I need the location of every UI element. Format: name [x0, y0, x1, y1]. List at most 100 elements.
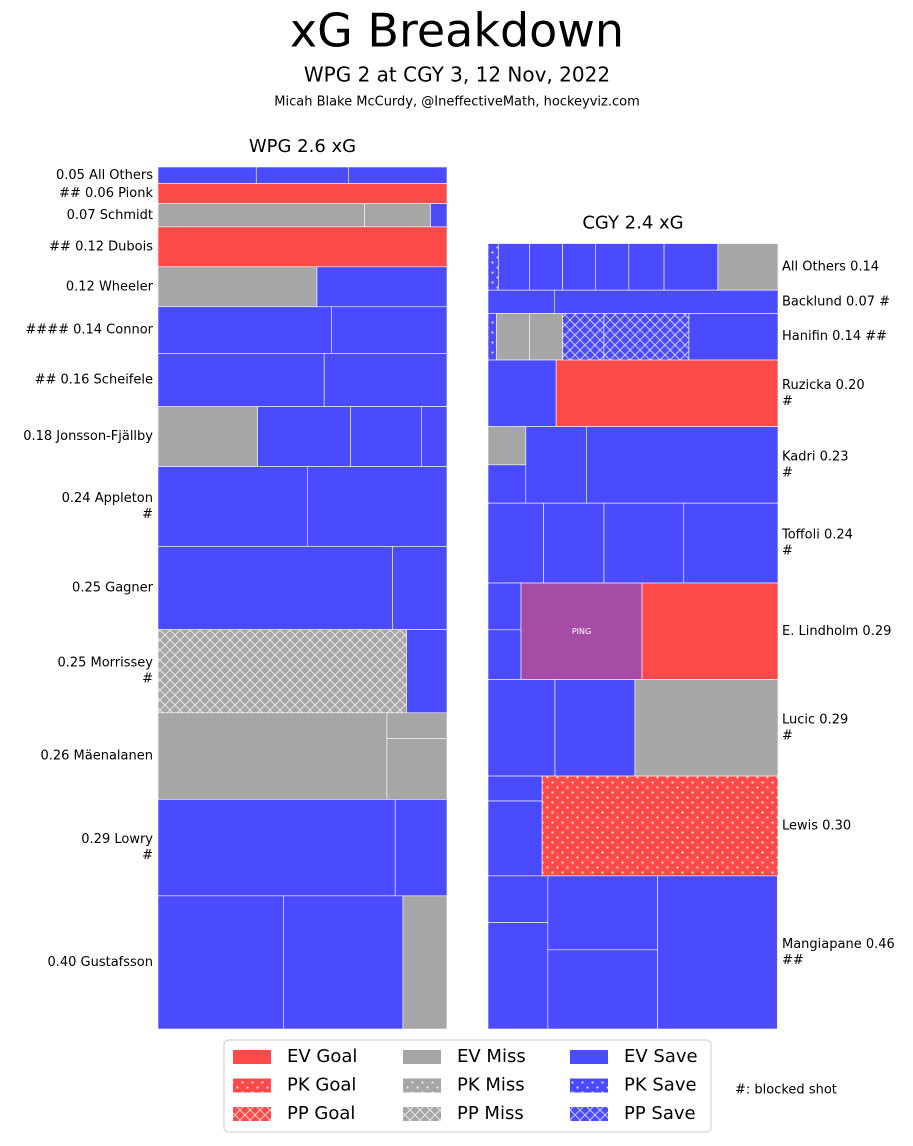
byline: Micah Blake McCurdy, @IneffectiveMath, h…	[274, 95, 640, 110]
shot	[688, 313, 779, 361]
legend-label: EV Save	[624, 1046, 698, 1067]
shot	[348, 166, 448, 184]
shot	[487, 426, 527, 466]
player-label: #	[782, 544, 793, 559]
shot	[157, 546, 393, 630]
legend-swatch	[233, 1107, 271, 1121]
shot	[547, 875, 658, 951]
shot	[487, 313, 497, 361]
player-label: 0.29 Lowry	[81, 832, 153, 847]
shot	[628, 243, 665, 291]
shot	[541, 775, 779, 877]
legend-label: PP Miss	[457, 1103, 524, 1124]
shot	[331, 306, 448, 354]
shot	[562, 313, 605, 361]
player-label: 0.24 Appleton	[62, 491, 153, 506]
shot	[487, 679, 556, 777]
shot	[487, 629, 522, 680]
shot	[364, 203, 431, 228]
player-label: Kadri 0.23	[782, 449, 849, 464]
shot	[430, 203, 448, 228]
shot	[487, 359, 557, 427]
player-label: #	[782, 465, 793, 480]
player-label: #	[142, 672, 153, 687]
player-label: 0.25 Gagner	[72, 581, 154, 596]
shot	[157, 799, 396, 897]
shot	[663, 243, 719, 291]
player-label: 0.05 All Others	[56, 168, 153, 183]
legend-swatch	[570, 1078, 608, 1093]
shot	[157, 712, 388, 800]
player-label: ##	[782, 953, 804, 968]
shot	[487, 243, 499, 291]
legend-label: PP Goal	[287, 1103, 355, 1124]
shot	[157, 629, 407, 714]
player-label: #	[782, 394, 793, 409]
legend-swatch	[570, 1107, 608, 1121]
player-label: Lewis 0.30	[782, 818, 851, 833]
note: #: blocked shot	[735, 1083, 837, 1098]
shot	[394, 799, 448, 897]
player-label: E. Lindholm 0.29	[782, 624, 891, 639]
player-label: 0.18 Jonsson-Fjällby	[23, 429, 153, 444]
legend-label: PP Save	[624, 1103, 696, 1124]
shot	[683, 502, 779, 584]
shot	[323, 353, 448, 407]
shot	[157, 226, 448, 268]
legend-label: EV Miss	[457, 1046, 526, 1067]
chart-subtitle: WPG 2 at CGY 3, 12 Nov, 2022	[304, 63, 610, 87]
shot	[257, 406, 351, 467]
shot	[316, 266, 448, 308]
player-label: 0.07 Schmidt	[67, 208, 153, 223]
player-label: Backlund 0.07 #	[782, 294, 890, 309]
player-label: 0.25 Morrissey	[57, 656, 153, 671]
shot	[553, 289, 779, 314]
shot	[402, 895, 448, 1030]
shot	[555, 359, 779, 427]
shot	[157, 406, 258, 467]
chart-title: xG Breakdown	[290, 4, 624, 58]
shot	[498, 243, 530, 291]
legend-swatch	[403, 1107, 441, 1121]
shot	[487, 582, 522, 631]
shot	[307, 466, 448, 547]
player-label: Hanifin 0.14 ##	[782, 329, 887, 344]
shot	[255, 166, 350, 184]
shot	[487, 502, 544, 584]
shot	[350, 406, 422, 467]
shot	[406, 629, 448, 714]
player-label: ## 0.06 Pionk	[59, 186, 153, 201]
shot	[487, 464, 527, 504]
shot	[717, 243, 779, 291]
shot	[595, 243, 630, 291]
player-label: All Others 0.14	[782, 259, 879, 274]
shot	[487, 800, 543, 877]
shot	[634, 679, 779, 777]
legend-swatch	[403, 1050, 441, 1064]
legend-swatch	[233, 1050, 271, 1064]
shot	[586, 426, 779, 504]
legend-swatch	[570, 1050, 608, 1064]
shot	[520, 582, 643, 680]
player-label: Ruzicka 0.20	[782, 378, 865, 393]
legend-swatch	[233, 1078, 271, 1093]
team-title: WPG 2.6 xG	[249, 136, 356, 157]
player-label: Mangiapane 0.46	[782, 937, 895, 952]
player-label: ## 0.16 Scheifele	[35, 373, 153, 388]
shot	[157, 166, 257, 184]
shot	[554, 679, 636, 777]
shot	[157, 895, 285, 1030]
player-label: #	[782, 728, 793, 743]
shot	[386, 712, 448, 739]
legend-label: PK Save	[624, 1075, 697, 1096]
player-label: 0.12 Wheeler	[66, 279, 154, 294]
team-title: CGY 2.4 xG	[582, 213, 683, 234]
shot	[487, 775, 543, 802]
shot	[421, 406, 448, 467]
player-label: 0.26 Mäenalanen	[40, 749, 153, 764]
shot	[487, 289, 555, 314]
player-label: 0.40 Gustafsson	[47, 955, 153, 970]
legend-label: EV Goal	[287, 1046, 357, 1067]
